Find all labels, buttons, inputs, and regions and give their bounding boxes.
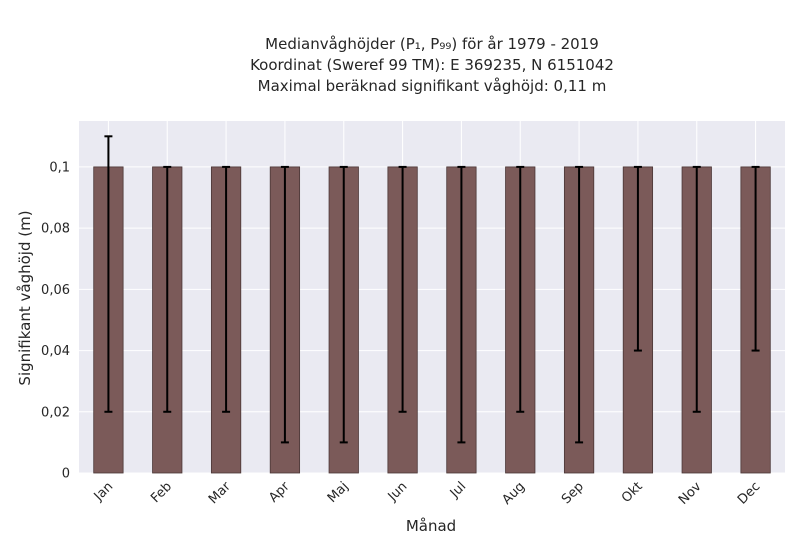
x-tick-label: Sep xyxy=(559,479,587,507)
error-bar-maj xyxy=(339,165,348,444)
x-tick-labels: Jan Feb Mar Apr Maj Jun Jul Aug Sep Okt Nov Dec xyxy=(91,479,764,508)
x-tick-label: Jul xyxy=(447,479,469,501)
x-tick-label: Mar xyxy=(206,479,234,507)
title-line-2: Koordinat (Sweref 99 TM): E 369235, N 61… xyxy=(250,56,614,74)
error-bar-nov xyxy=(692,165,701,413)
error-bar-mar xyxy=(222,165,231,413)
y-tick-label: 0,08 xyxy=(41,222,70,237)
error-bar-dec xyxy=(751,165,760,352)
y-tick-label: 0,06 xyxy=(41,283,70,298)
y-tick-label: 0,04 xyxy=(41,344,70,359)
x-tick-label: Maj xyxy=(325,479,352,506)
error-bar-jul xyxy=(457,165,466,444)
x-tick-label: Apr xyxy=(266,479,293,506)
x-tick-label: Jun xyxy=(385,479,411,505)
error-bar-jun xyxy=(398,165,407,413)
error-bar-feb xyxy=(163,165,172,413)
title-line-3: Maximal beräknad signifikant våghöjd: 0,… xyxy=(257,77,607,95)
y-tick-labels: 0 0,02 0,04 0,06 0,08 0,1 xyxy=(41,160,70,481)
x-axis-label: Månad xyxy=(406,517,456,535)
title-line-1: Medianvåghöjder (P₁, P₉₉) för år 1979 - … xyxy=(265,35,599,53)
error-bar-okt xyxy=(633,165,642,352)
error-bar-sep xyxy=(575,165,584,444)
x-tick-label: Okt xyxy=(619,479,646,506)
error-bar-jan xyxy=(104,135,113,413)
y-tick-label: 0 xyxy=(62,467,70,482)
y-axis-label: Signifikant våghöjd (m) xyxy=(16,210,34,385)
x-tick-label: Aug xyxy=(500,479,529,508)
x-tick-label: Jan xyxy=(91,479,116,504)
x-tick-label: Nov xyxy=(676,479,705,508)
x-tick-label: Feb xyxy=(148,479,175,506)
error-bars xyxy=(104,135,760,444)
chart-title: Medianvåghöjder (P₁, P₉₉) för år 1979 - … xyxy=(79,34,785,97)
plot-area xyxy=(79,121,785,473)
y-tick-label: 0,1 xyxy=(49,160,70,175)
y-tick-label: 0,02 xyxy=(41,405,70,420)
x-tick-label: Dec xyxy=(735,479,763,507)
error-bar-aug xyxy=(516,165,525,413)
error-bar-apr xyxy=(280,165,289,444)
